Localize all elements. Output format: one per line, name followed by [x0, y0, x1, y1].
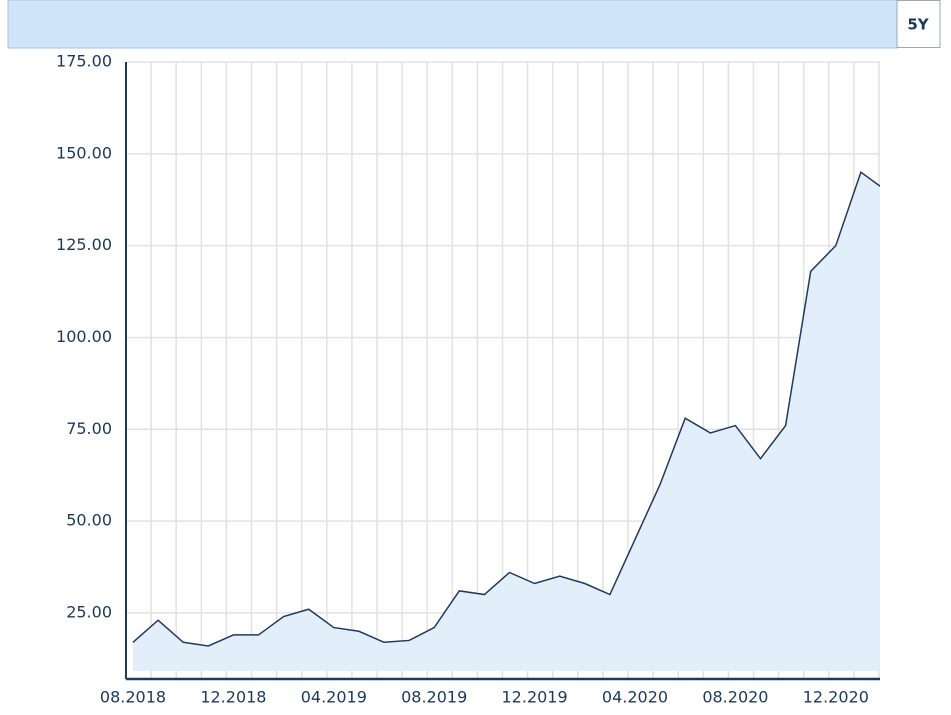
x-tick-label: 08.2019 [401, 688, 467, 707]
y-tick-label: 125.00 [56, 235, 112, 254]
plot-mask [880, 62, 951, 681]
x-tick-label: 08.2018 [100, 688, 166, 707]
x-tick-label: 12.2020 [803, 688, 869, 707]
x-tick-label: 12.2018 [200, 688, 266, 707]
y-tick-label: 50.00 [66, 511, 112, 530]
y-tick-label: 150.00 [56, 143, 112, 162]
toolbar [7, 0, 898, 49]
y-tick-label: 75.00 [66, 419, 112, 438]
y-tick-label: 25.00 [66, 602, 112, 621]
x-tick-label: 08.2020 [702, 688, 768, 707]
x-tick-label: 04.2020 [602, 688, 668, 707]
y-tick-label: 100.00 [56, 327, 112, 346]
x-tick-label: 04.2019 [301, 688, 367, 707]
x-tick-label: 12.2019 [502, 688, 568, 707]
range-button[interactable] [896, 0, 941, 48]
y-tick-label: 175.00 [56, 52, 112, 71]
range-label[interactable]: 5Y [907, 16, 929, 34]
line [132, 170, 887, 647]
area-fill [133, 172, 886, 671]
